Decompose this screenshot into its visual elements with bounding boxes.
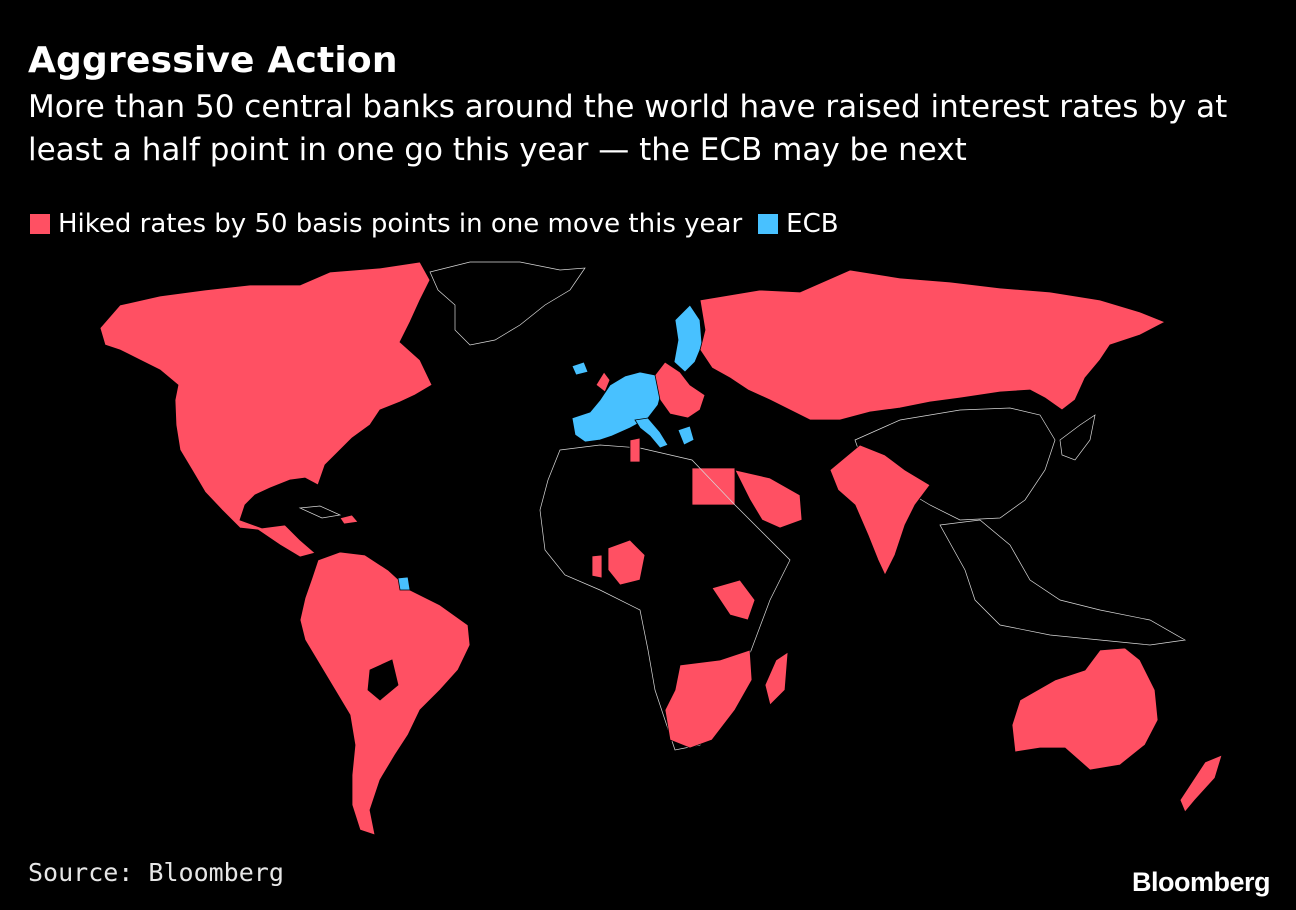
world-map [99,261,1223,836]
region-tunisia [629,437,641,463]
legend-item-hiked: Hiked rates by 50 basis points in one mo… [30,209,742,239]
region-french-guiana [397,576,411,591]
legend-swatch-hiked [30,214,50,234]
region-bolivia [367,659,399,701]
chart-title: Aggressive Action [28,40,398,81]
region-nigeria [607,539,646,586]
region-southern-africa [664,649,753,749]
source-note: Source: Bloomberg [28,858,284,887]
region-saudi [734,469,803,529]
legend-label-ecb: ECB [786,209,839,239]
region-madagascar [764,651,789,706]
region-caribbean [298,505,342,519]
region-egypt [691,467,736,506]
region-dominican [339,514,359,525]
region-russia [699,269,1166,421]
bloomberg-logo: Bloomberg [1131,867,1271,897]
legend: Hiked rates by 50 basis points in one mo… [30,209,855,239]
region-india [829,444,931,576]
region-iceland [571,361,589,376]
legend-item-ecb: ECB [758,209,839,239]
region-east-africa [711,579,756,621]
region-ecb-north [673,304,703,373]
legend-swatch-ecb [758,214,779,234]
region-australia [1011,647,1159,771]
region-southeast-asia [939,519,1187,646]
region-europe-hiked [595,361,706,419]
chart-subtitle: More than 50 central banks around the wo… [28,89,1228,168]
region-ecb-south [634,417,695,449]
legend-label-hiked: Hiked rates by 50 basis points in one mo… [58,209,743,239]
region-japan [1059,414,1096,461]
region-north-america [99,261,433,558]
region-ghana [591,554,603,579]
region-greenland [429,261,586,346]
region-new-zealand [1179,754,1223,813]
region-africa [539,444,791,751]
